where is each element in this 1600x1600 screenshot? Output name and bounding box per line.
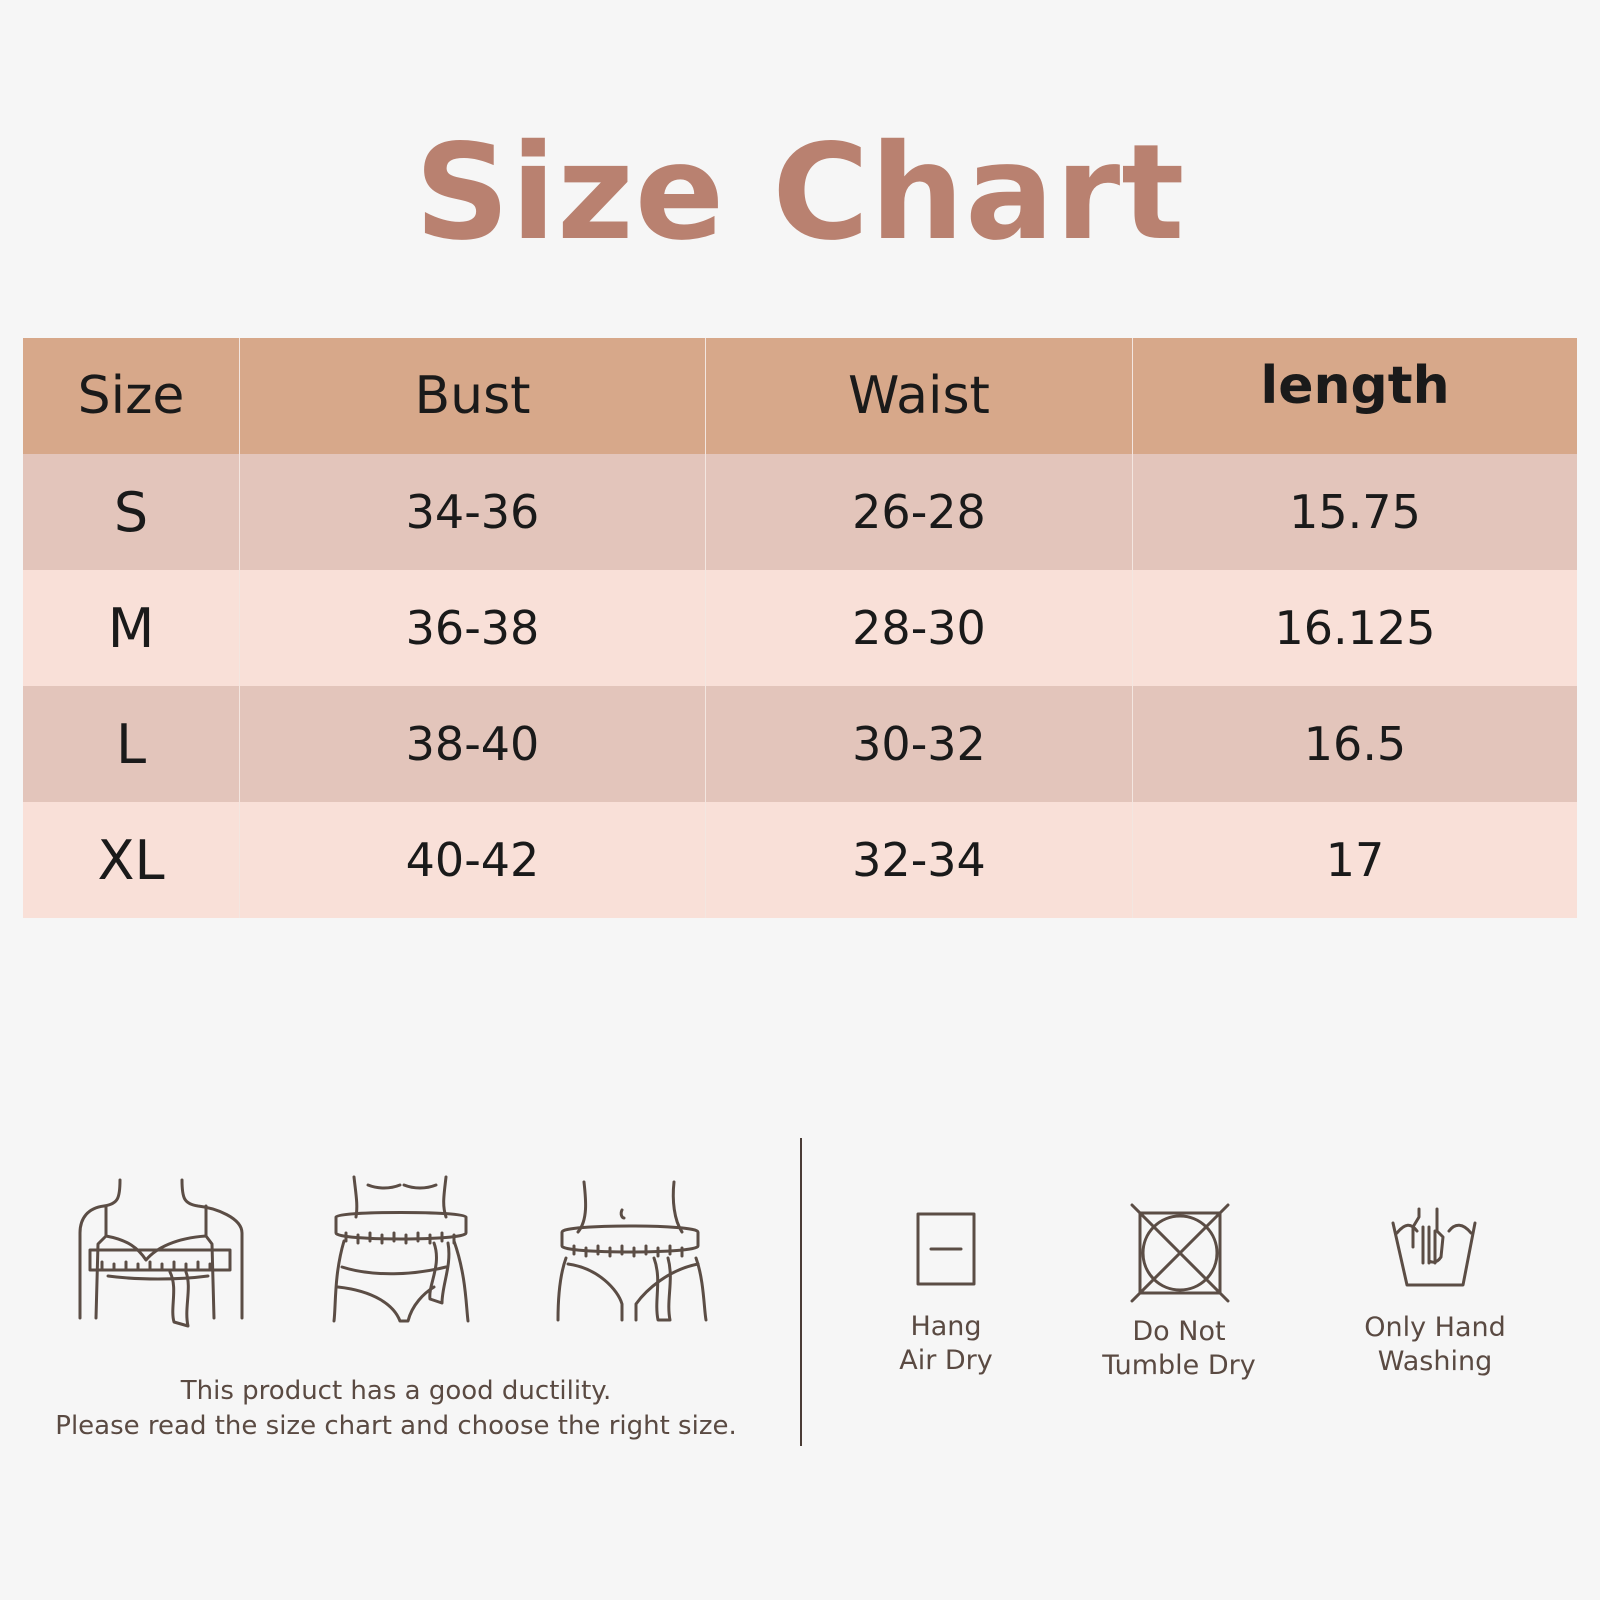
cell-bust: 34-36 — [239, 454, 706, 570]
table-row: L 38-40 30-32 16.5 — [23, 686, 1577, 802]
cell-waist: 30-32 — [705, 686, 1133, 802]
cell-length: 16.125 — [1132, 570, 1577, 686]
cell-size: L — [23, 686, 240, 802]
bust-measure-icon — [78, 1178, 244, 1328]
cell-bust: 40-42 — [239, 802, 706, 918]
header-bust: Bust — [239, 338, 706, 454]
care-label-line: Tumble Dry — [1102, 1350, 1256, 1381]
table-row: M 36-38 28-30 16.125 — [23, 570, 1577, 686]
table-row: XL 40-42 32-34 17 — [23, 802, 1577, 918]
page-title: Size Chart — [414, 116, 1186, 270]
care-hang-dry: Hang Air Dry — [826, 1310, 1066, 1378]
care-label-line: Air Dry — [899, 1345, 993, 1376]
no-tumble-dry-icon — [1130, 1203, 1230, 1303]
waist-measure-icon — [332, 1175, 470, 1323]
note-line-1: This product has a good ductility. — [180, 1376, 612, 1406]
cell-waist: 32-34 — [705, 802, 1133, 918]
cell-bust: 38-40 — [239, 686, 706, 802]
care-label-line: Washing — [1377, 1346, 1493, 1377]
table-row: S 34-36 26-28 15.75 — [23, 454, 1577, 570]
cell-length: 16.5 — [1132, 686, 1577, 802]
size-table: Size Bust Waist length S 34-36 26-28 15.… — [23, 338, 1577, 918]
care-no-tumble-dry: Do Not Tumble Dry — [1059, 1315, 1299, 1383]
cell-size: S — [23, 454, 240, 570]
hang-dry-icon — [916, 1212, 976, 1286]
care-hand-wash: Only Hand Washing — [1315, 1311, 1555, 1379]
cell-waist: 26-28 — [705, 454, 1133, 570]
cell-size: XL — [23, 802, 240, 918]
header-length: length — [1132, 338, 1577, 454]
cell-bust: 36-38 — [239, 570, 706, 686]
cell-waist: 28-30 — [705, 570, 1133, 686]
header-waist: Waist — [705, 338, 1133, 454]
note-line-2: Please read the size chart and choose th… — [55, 1411, 737, 1441]
section-divider — [800, 1138, 802, 1446]
care-label-line: Hang — [910, 1311, 982, 1342]
header-size: Size — [23, 338, 240, 454]
care-label-line: Do Not — [1132, 1316, 1226, 1347]
table-header: Size Bust Waist length — [23, 338, 1577, 454]
hand-wash-icon — [1391, 1207, 1477, 1287]
cell-length: 17 — [1132, 802, 1577, 918]
fit-note: This product has a good ductility. Pleas… — [30, 1374, 762, 1444]
cell-size: M — [23, 570, 240, 686]
hip-measure-icon — [556, 1180, 708, 1322]
care-label-line: Only Hand — [1364, 1312, 1506, 1343]
cell-length: 15.75 — [1132, 454, 1577, 570]
